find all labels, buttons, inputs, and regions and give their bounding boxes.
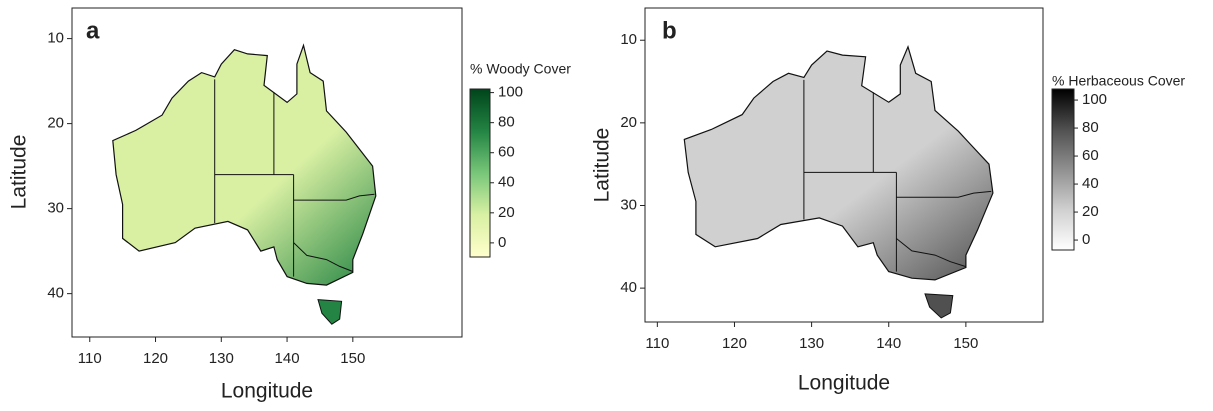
colorbar-title: % Woody Cover bbox=[470, 61, 571, 77]
colorbar-tick-label: 100 bbox=[1082, 91, 1107, 108]
landmass bbox=[683, 45, 994, 281]
colorbar-tick-label: 80 bbox=[498, 114, 515, 131]
colorbar-tick-label: 60 bbox=[1082, 147, 1099, 164]
y-tick-label: 40 bbox=[47, 285, 64, 302]
x-tick-label: 130 bbox=[799, 335, 824, 352]
colorbar-tick-label: 20 bbox=[498, 204, 515, 221]
state-border bbox=[293, 193, 375, 201]
state-border bbox=[896, 190, 992, 198]
y-tick-label: 20 bbox=[47, 115, 64, 132]
colorbar-tick-label: 60 bbox=[498, 144, 515, 161]
colorbar-tick-label: 100 bbox=[498, 84, 523, 101]
x-tick-label: 110 bbox=[645, 335, 669, 352]
x-tick-label: 140 bbox=[876, 335, 901, 352]
landmass bbox=[112, 43, 377, 286]
y-tick-label: 10 bbox=[47, 30, 64, 47]
colorbar-title: % Herbaceous Cover bbox=[1052, 73, 1185, 89]
colorbar-tick-label: 20 bbox=[1082, 203, 1099, 220]
state-border bbox=[896, 238, 967, 268]
x-tick-label: 120 bbox=[143, 350, 168, 367]
y-axis-label: Latitude bbox=[591, 128, 614, 203]
x-axis-label: Longitude bbox=[798, 372, 890, 395]
panel-label: a bbox=[86, 17, 100, 44]
x-tick-label: 140 bbox=[275, 350, 300, 367]
x-tick-label: 130 bbox=[209, 350, 234, 367]
colorbar-tick-label: 40 bbox=[1082, 175, 1099, 192]
colorbar-tick-label: 0 bbox=[498, 234, 506, 251]
tasmania bbox=[924, 293, 954, 319]
y-tick-label: 10 bbox=[620, 31, 637, 48]
y-tick-label: 30 bbox=[620, 196, 637, 213]
state-border bbox=[293, 242, 353, 272]
plot-frame bbox=[71, 7, 463, 338]
x-axis-label: Longitude bbox=[221, 380, 313, 403]
tasmania bbox=[317, 299, 343, 325]
colorbar-tick-label: 40 bbox=[498, 174, 515, 191]
y-tick-label: 30 bbox=[47, 200, 64, 217]
x-tick-label: 120 bbox=[722, 335, 747, 352]
plot-frame bbox=[644, 7, 1044, 323]
colorbar-tick-label: 80 bbox=[1082, 119, 1099, 136]
panel-label: b bbox=[662, 17, 677, 44]
x-tick-label: 150 bbox=[953, 335, 978, 352]
colorbar-tick-label: 0 bbox=[1082, 231, 1090, 248]
x-tick-label: 150 bbox=[340, 350, 365, 367]
x-tick-label: 110 bbox=[78, 350, 102, 367]
y-tick-label: 40 bbox=[620, 279, 637, 296]
colorbar bbox=[469, 88, 491, 258]
y-tick-label: 20 bbox=[620, 114, 637, 131]
y-axis-label: Latitude bbox=[8, 135, 31, 210]
colorbar bbox=[1051, 88, 1075, 251]
